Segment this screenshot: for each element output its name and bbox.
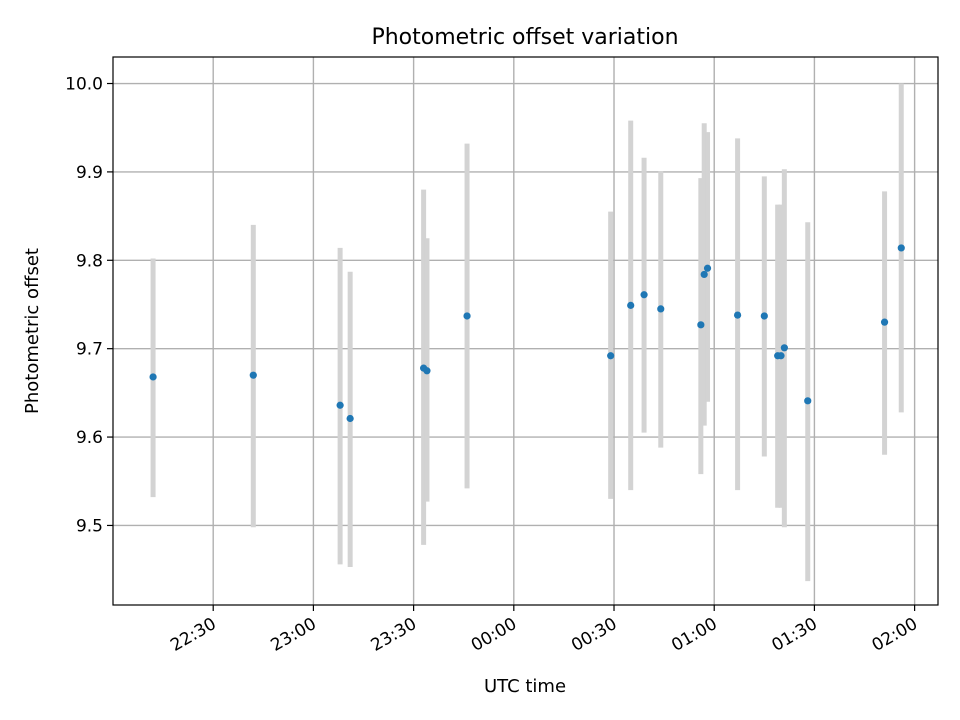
- data-point: [346, 414, 354, 423]
- x-tick-label: 22:30: [167, 614, 219, 656]
- y-axis-label: Photometric offset: [22, 248, 43, 414]
- data-point: [733, 311, 742, 319]
- x-tick-label: 01:30: [768, 614, 820, 656]
- data-point: [249, 371, 257, 379]
- x-tick-label: 02:00: [869, 614, 921, 656]
- x-tick-label: 23:00: [267, 614, 319, 656]
- data-point: [149, 373, 157, 381]
- y-tick-label: 9.9: [76, 163, 103, 183]
- data-point: [777, 352, 785, 360]
- data-point: [423, 367, 431, 375]
- data-point: [780, 344, 788, 352]
- data-point: [880, 318, 889, 326]
- data-point: [640, 291, 648, 299]
- data-point: [804, 397, 812, 405]
- data-point: [703, 264, 712, 272]
- data-points: [149, 244, 905, 423]
- data-point: [697, 321, 705, 329]
- x-tick-label: 00:30: [568, 614, 620, 656]
- y-tick-label: 10.0: [65, 75, 103, 95]
- axis-ticks: 9.5 9.6 9.7 9.8 9.9 10.0 22:30 23:00 23:30 00:00 0…: [65, 75, 921, 656]
- x-tick-label: 01:00: [668, 614, 720, 656]
- x-tick-label: 00:00: [468, 614, 520, 656]
- data-point: [760, 312, 768, 320]
- data-point: [627, 301, 635, 309]
- data-point: [700, 270, 708, 279]
- data-point: [657, 305, 665, 313]
- y-tick-label: 9.6: [76, 428, 103, 448]
- data-point: [463, 312, 471, 320]
- data-point: [607, 352, 615, 360]
- x-tick-label: 23:30: [368, 614, 420, 656]
- grid-lines: [113, 57, 938, 605]
- y-tick-label: 9.8: [76, 251, 103, 271]
- data-point: [897, 244, 905, 252]
- chart-title: Photometric offset variation: [371, 25, 678, 50]
- error-bars: [150, 83, 904, 582]
- data-point: [336, 401, 344, 409]
- y-tick-label: 9.7: [76, 340, 103, 360]
- plot-frame: [112, 56, 939, 606]
- y-tick-label: 9.5: [76, 516, 103, 536]
- x-axis-label: UTC time: [484, 676, 566, 697]
